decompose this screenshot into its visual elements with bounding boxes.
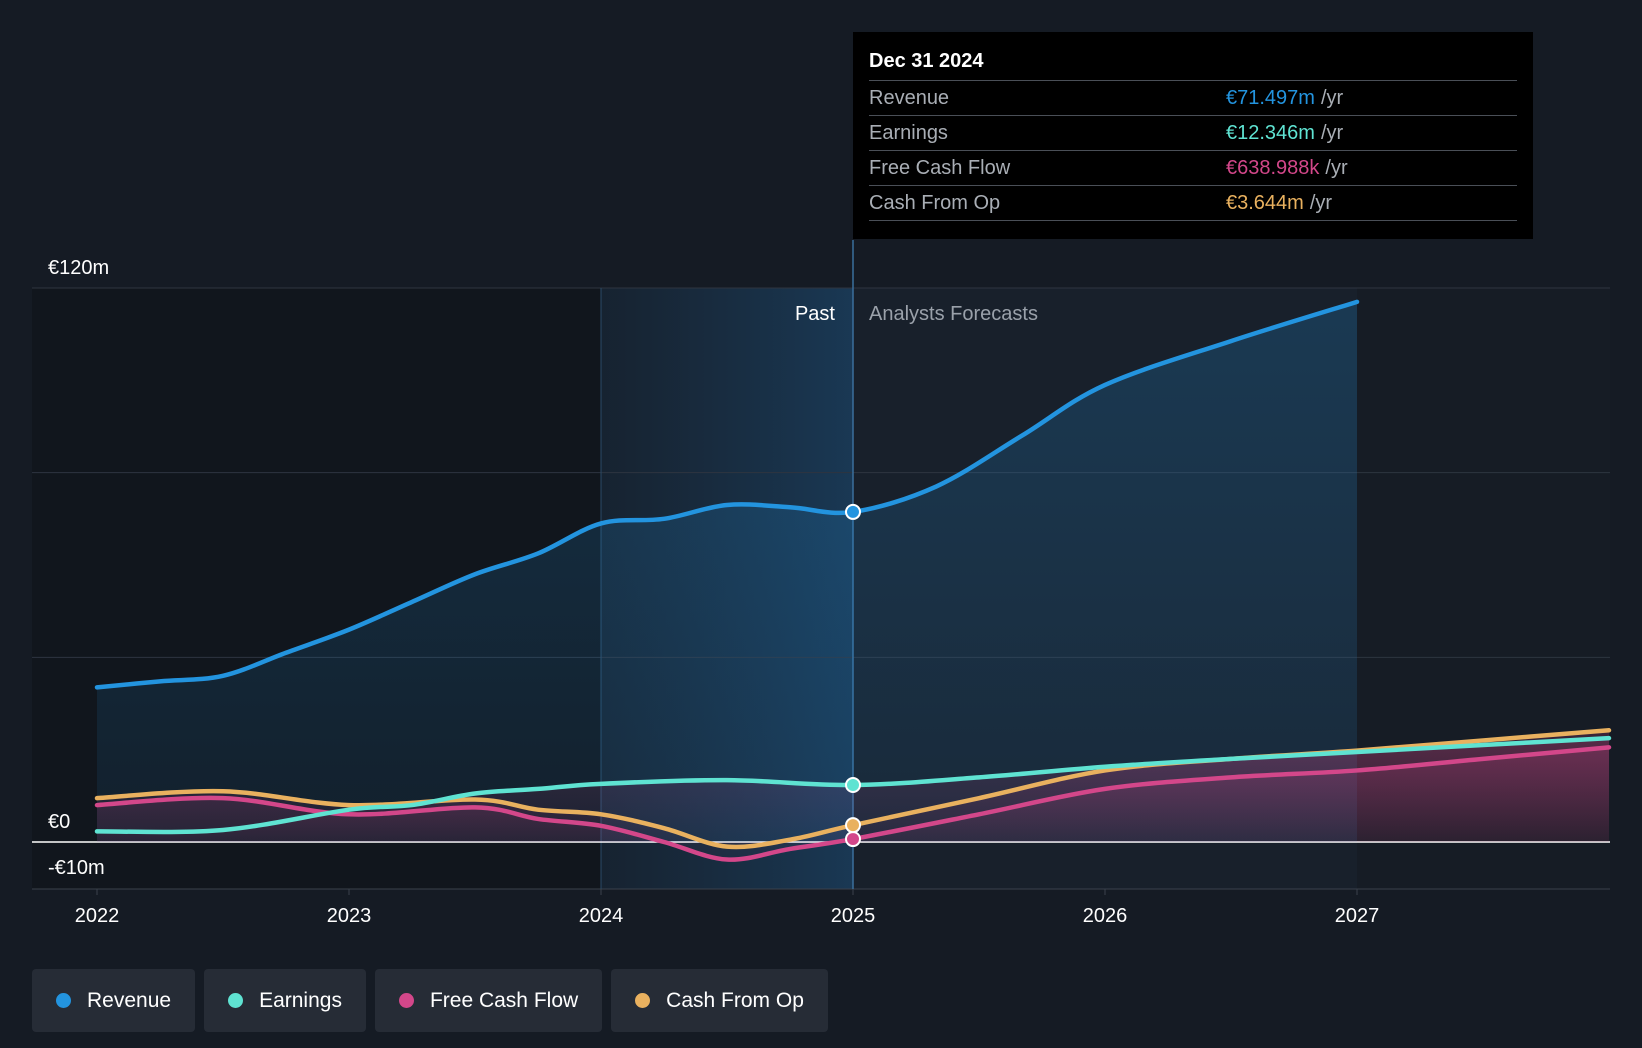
legend-item-earnings[interactable]: Earnings: [204, 969, 366, 1032]
legend-dot-icon: [228, 993, 244, 1008]
legend: Revenue Earnings Free Cash Flow Cash Fro…: [32, 969, 828, 1032]
tooltip-row-name: Earnings: [869, 122, 948, 144]
legend-item-free-cash-flow[interactable]: Free Cash Flow: [374, 969, 603, 1032]
legend-label: Earnings: [259, 988, 342, 1012]
x-tick-label: 2027: [1335, 905, 1380, 927]
tooltip-row-value: €3.644m: [1226, 192, 1304, 214]
revenue-line: [94, 299, 1360, 690]
tooltip-row-unit: /yr: [1325, 157, 1348, 179]
tooltip-row-value: €638.988k: [1226, 157, 1320, 179]
legend-label: Cash From Op: [666, 988, 804, 1012]
past-label: Past: [795, 303, 835, 325]
tooltip-row-name: Free Cash Flow: [869, 157, 1011, 179]
free-cash-flow-marker: [845, 831, 861, 848]
free-cash-flow-line: [94, 745, 1612, 862]
revenue-marker: [845, 503, 861, 520]
y-tick-label: €120m: [48, 257, 109, 279]
legend-dot-icon: [56, 993, 71, 1008]
tooltip-row-name: Cash From Op: [869, 192, 1001, 214]
x-tick-label: 2022: [75, 905, 120, 927]
x-tick-label: 2024: [579, 905, 624, 927]
legend-dot-icon: [635, 993, 651, 1008]
tooltip-row-value: €71.497m: [1226, 87, 1315, 109]
y-tick-label: €0: [48, 811, 70, 833]
tooltip-row-cash-from-op: Cash From Op €3.644m /yr: [869, 186, 1517, 221]
legend-item-revenue[interactable]: Revenue: [32, 969, 196, 1032]
legend-label: Revenue: [87, 988, 172, 1012]
x-tick-label: 2025: [831, 905, 876, 927]
cash-from-op-marker: [845, 817, 861, 834]
tooltip-row-free-cash-flow: Free Cash Flow €638.988k /yr: [869, 151, 1517, 186]
legend-dot-icon: [398, 993, 414, 1008]
earnings-marker: [845, 777, 861, 794]
tooltip-row-value: €12.346m: [1226, 122, 1315, 144]
tooltip-row-name: Revenue: [869, 87, 950, 109]
y-tick-label: -€10m: [48, 857, 105, 879]
legend-label: Free Cash Flow: [429, 988, 579, 1012]
x-tick-label: 2026: [1083, 905, 1128, 927]
forecast-label: Analysts Forecasts: [869, 303, 1038, 325]
tooltip-row-unit: /yr: [1309, 192, 1333, 214]
tooltip-row-unit: /yr: [1320, 87, 1344, 109]
tooltip-row-revenue: Revenue €71.497m /yr: [869, 81, 1517, 116]
x-tick-label: 2023: [327, 905, 372, 927]
tooltip-row-earnings: Earnings €12.346m /yr: [869, 116, 1517, 151]
tooltip-row-unit: /yr: [1320, 122, 1344, 144]
earnings-line: [94, 735, 1612, 835]
revenue-area: [97, 301, 1357, 843]
tooltip: Dec 31 2024 Revenue €71.497m /yr Earning…: [853, 32, 1533, 239]
legend-item-cash-from-op[interactable]: Cash From Op: [611, 969, 828, 1032]
tooltip-date: Dec 31 2024: [869, 46, 1517, 81]
